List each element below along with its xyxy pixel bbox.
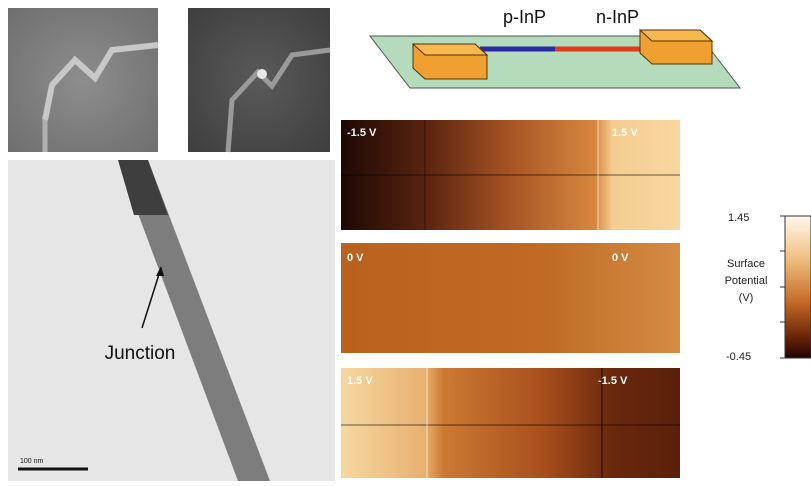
kpfm-map <box>341 368 680 478</box>
colorbar-title: (V) <box>739 292 754 304</box>
map-label: 1.5 V <box>347 375 373 387</box>
kpfm-map <box>341 243 680 353</box>
annotation: Junction <box>105 343 176 364</box>
colorbar-max-label: 1.45 <box>728 212 749 224</box>
schematic-label: p-InP <box>503 7 546 27</box>
optical-image <box>8 8 158 152</box>
colorbar-title: Surface <box>727 258 765 270</box>
map-label: 1.5 V <box>612 127 638 139</box>
map-label: -1.5 V <box>347 127 377 139</box>
map-label: -1.5 V <box>598 375 628 387</box>
colorbar-title: Potential <box>725 275 768 287</box>
contact-pad-top <box>640 30 712 41</box>
optical-image <box>188 8 330 152</box>
colorbar <box>785 216 811 358</box>
tem-image <box>8 160 335 481</box>
map-label: 0 V <box>347 252 364 264</box>
map-label: 0 V <box>612 252 629 264</box>
contact-pad-top <box>413 44 487 55</box>
emission-spot <box>257 69 267 79</box>
scale-bar-label: 100 nm <box>20 458 44 465</box>
schematic-label: n-InP <box>596 7 639 27</box>
figure: Junction 100 nm p-InP n-InP -1.5 V 1.5 V… <box>0 0 811 481</box>
colorbar-min-label: -0.45 <box>726 351 751 363</box>
